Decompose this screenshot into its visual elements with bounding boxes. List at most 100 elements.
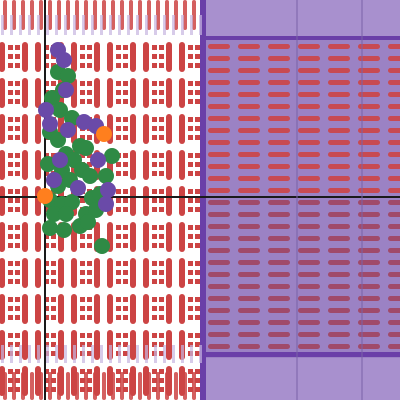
dash-tile bbox=[328, 224, 350, 229]
tile-square bbox=[195, 333, 200, 338]
dash-tile bbox=[358, 56, 380, 61]
dash-tile bbox=[268, 80, 290, 85]
green-unit[interactable] bbox=[42, 220, 58, 236]
green-unit[interactable] bbox=[44, 90, 60, 106]
tile-square bbox=[188, 387, 193, 392]
green-unit[interactable] bbox=[82, 168, 98, 184]
tile-square bbox=[152, 99, 157, 104]
tile-square bbox=[15, 207, 20, 212]
purple-unit[interactable] bbox=[52, 152, 68, 168]
tile-square bbox=[116, 315, 121, 320]
tile-square bbox=[188, 135, 193, 140]
tile-square bbox=[116, 234, 121, 239]
purple-unit[interactable] bbox=[38, 102, 54, 118]
strip-tick bbox=[28, 15, 31, 35]
tile-square bbox=[195, 171, 200, 176]
tile-square bbox=[15, 315, 20, 320]
dash-tile bbox=[358, 152, 380, 157]
green-unit[interactable] bbox=[104, 148, 120, 164]
tile-block bbox=[35, 366, 64, 396]
purple-unit[interactable] bbox=[100, 182, 116, 198]
purple-unit[interactable] bbox=[42, 116, 58, 132]
tile-square bbox=[159, 117, 164, 122]
tile-bar bbox=[71, 366, 77, 396]
tile-bar bbox=[94, 42, 100, 72]
green-unit[interactable] bbox=[60, 68, 76, 84]
dash-tile bbox=[208, 164, 230, 169]
tile-square bbox=[15, 225, 20, 230]
purple-border bbox=[200, 36, 400, 40]
tile-square bbox=[44, 234, 49, 239]
tile-square bbox=[8, 306, 13, 311]
tile-bar bbox=[143, 222, 149, 252]
purple-unit[interactable] bbox=[56, 52, 72, 68]
dash-tile bbox=[208, 236, 230, 241]
strip-tick bbox=[64, 345, 67, 363]
tile-square bbox=[188, 270, 193, 275]
tile-bar bbox=[35, 294, 41, 324]
dash-tile bbox=[358, 332, 380, 337]
purple-unit[interactable] bbox=[70, 180, 86, 196]
green-unit[interactable] bbox=[56, 222, 72, 238]
green-unit[interactable] bbox=[78, 140, 94, 156]
tile-square bbox=[80, 45, 85, 50]
purple-unit[interactable] bbox=[46, 172, 62, 188]
tile-square bbox=[51, 261, 56, 266]
tile-bar bbox=[22, 42, 28, 72]
tile-square bbox=[159, 270, 164, 275]
tile-square bbox=[159, 207, 164, 212]
purple-unit[interactable] bbox=[60, 122, 76, 138]
tile-square bbox=[44, 243, 49, 248]
tile-bar bbox=[58, 366, 64, 396]
tile-bar bbox=[22, 258, 28, 288]
purple-unit[interactable] bbox=[58, 82, 74, 98]
green-unit[interactable] bbox=[46, 206, 62, 222]
green-unit[interactable] bbox=[94, 238, 110, 254]
tile-square bbox=[44, 342, 49, 347]
tile-square bbox=[80, 198, 85, 203]
green-unit[interactable] bbox=[58, 206, 74, 222]
tile-square bbox=[152, 171, 157, 176]
tile-bar bbox=[107, 258, 113, 288]
units-layer[interactable] bbox=[37, 42, 120, 254]
tile-block bbox=[107, 294, 136, 324]
dash-tile bbox=[238, 164, 260, 169]
purple-unit[interactable] bbox=[98, 196, 114, 212]
tile-square bbox=[87, 351, 92, 356]
orange-unit[interactable] bbox=[96, 126, 112, 142]
orange-unit[interactable] bbox=[37, 188, 53, 204]
dash-tile bbox=[388, 104, 400, 109]
tile-square bbox=[15, 81, 20, 86]
bottom-tick bbox=[102, 372, 106, 400]
tile-bar bbox=[166, 222, 172, 252]
dash-tile bbox=[238, 152, 260, 157]
green-unit[interactable] bbox=[52, 102, 68, 118]
tile-square bbox=[51, 279, 56, 284]
dash-tile bbox=[298, 92, 320, 97]
tile-square bbox=[8, 99, 13, 104]
green-unit[interactable] bbox=[80, 214, 96, 230]
tile-bar bbox=[130, 222, 136, 252]
dash-tile bbox=[268, 164, 290, 169]
green-unit[interactable] bbox=[50, 132, 66, 148]
tile-square bbox=[123, 369, 128, 374]
tile-square bbox=[44, 63, 49, 68]
strip-tick bbox=[46, 15, 49, 35]
green-unit[interactable] bbox=[98, 168, 114, 184]
tile-square bbox=[87, 342, 92, 347]
tile-square bbox=[159, 261, 164, 266]
green-unit[interactable] bbox=[64, 194, 80, 210]
dash-tile bbox=[358, 104, 380, 109]
tile-square bbox=[195, 117, 200, 122]
tile-square bbox=[159, 162, 164, 167]
purple-unit[interactable] bbox=[90, 152, 106, 168]
dash-tile bbox=[238, 56, 260, 61]
dash-tile bbox=[208, 176, 230, 181]
tile-square bbox=[152, 198, 157, 203]
dash-tile bbox=[328, 68, 350, 73]
tile-square bbox=[116, 162, 121, 167]
tile-block bbox=[143, 366, 172, 396]
tile-bar bbox=[0, 222, 5, 252]
dash-tile bbox=[388, 188, 400, 193]
